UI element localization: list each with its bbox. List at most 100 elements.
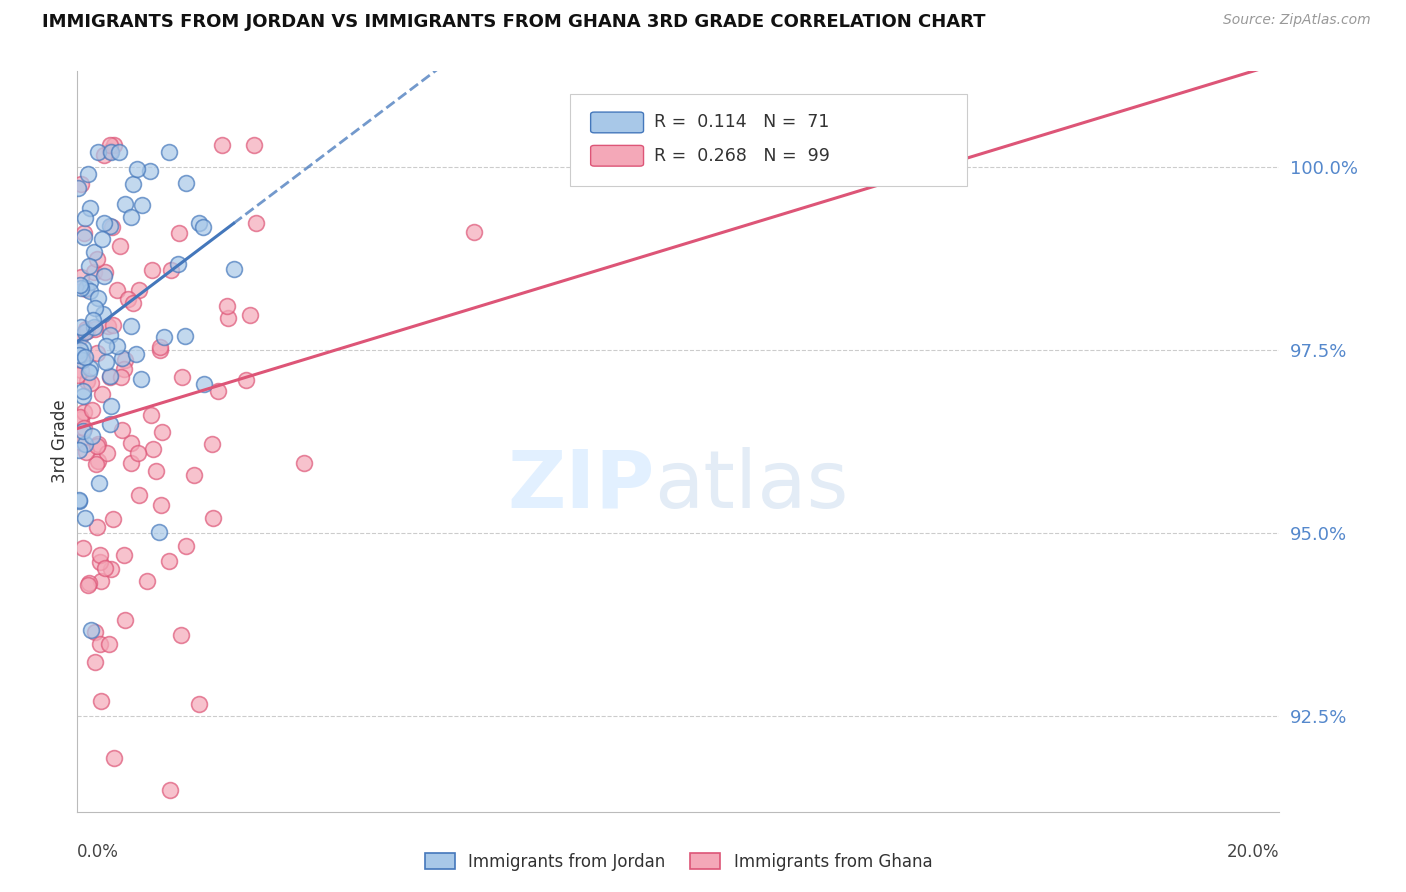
Point bbox=[239, 308, 262, 322]
Point bbox=[69, 320, 91, 334]
Point bbox=[463, 225, 485, 239]
Point bbox=[201, 510, 224, 524]
Point bbox=[80, 624, 103, 638]
Point bbox=[77, 167, 100, 181]
Point bbox=[125, 346, 148, 360]
Point bbox=[121, 295, 143, 310]
Point bbox=[89, 476, 111, 491]
Point bbox=[98, 137, 121, 152]
Point bbox=[70, 269, 93, 284]
Text: R =  0.268   N =  99: R = 0.268 N = 99 bbox=[654, 147, 830, 165]
Point bbox=[187, 697, 209, 711]
Point bbox=[145, 464, 167, 478]
Point bbox=[84, 655, 107, 669]
Point bbox=[87, 436, 110, 450]
Point bbox=[72, 389, 94, 403]
Point bbox=[83, 244, 105, 259]
Text: 0.0%: 0.0% bbox=[77, 843, 120, 861]
Point bbox=[94, 354, 117, 368]
Point bbox=[80, 376, 103, 390]
Point bbox=[90, 694, 112, 708]
Text: ZIP: ZIP bbox=[508, 447, 654, 525]
Point bbox=[73, 437, 96, 451]
Point bbox=[111, 423, 134, 437]
Point bbox=[97, 318, 120, 333]
Point bbox=[183, 467, 205, 482]
Point bbox=[98, 144, 121, 158]
Point bbox=[75, 322, 97, 336]
Point bbox=[98, 369, 121, 384]
Point bbox=[75, 282, 97, 296]
Point bbox=[167, 226, 190, 240]
Point bbox=[77, 575, 100, 590]
Point bbox=[83, 320, 105, 334]
Point bbox=[105, 283, 128, 297]
Point bbox=[218, 310, 240, 325]
Point bbox=[100, 219, 122, 234]
Point bbox=[112, 548, 135, 562]
Point bbox=[139, 408, 162, 422]
Point bbox=[93, 147, 115, 161]
Point bbox=[76, 374, 98, 388]
Point bbox=[120, 435, 142, 450]
Point bbox=[170, 628, 193, 642]
Point bbox=[87, 291, 110, 305]
Point bbox=[90, 574, 112, 589]
Point bbox=[77, 578, 100, 592]
Point bbox=[141, 263, 163, 277]
Point bbox=[79, 360, 101, 375]
Point bbox=[76, 324, 98, 338]
Point bbox=[100, 399, 122, 413]
Point bbox=[84, 301, 107, 315]
Point bbox=[103, 750, 125, 764]
Point bbox=[125, 162, 148, 177]
Point bbox=[222, 262, 245, 277]
Point bbox=[148, 340, 170, 354]
Point bbox=[101, 318, 124, 332]
Point bbox=[98, 219, 121, 233]
Point bbox=[103, 137, 125, 152]
Point bbox=[82, 312, 104, 326]
Point bbox=[114, 613, 136, 627]
Point bbox=[80, 429, 103, 443]
Point bbox=[75, 211, 97, 225]
Point bbox=[89, 637, 111, 651]
Point bbox=[84, 624, 107, 639]
Point bbox=[82, 403, 104, 417]
Point bbox=[120, 210, 142, 224]
Point bbox=[174, 176, 197, 190]
Point bbox=[67, 492, 90, 507]
Text: atlas: atlas bbox=[654, 447, 849, 525]
Point bbox=[173, 329, 195, 343]
Point bbox=[72, 541, 94, 555]
Point bbox=[86, 438, 108, 452]
Point bbox=[72, 425, 94, 439]
Point bbox=[79, 201, 101, 215]
Point bbox=[100, 327, 122, 342]
Point bbox=[101, 512, 124, 526]
Point bbox=[67, 181, 90, 195]
Point bbox=[148, 524, 170, 539]
Point bbox=[96, 446, 118, 460]
Point bbox=[111, 351, 134, 365]
Point bbox=[114, 197, 136, 211]
Point bbox=[153, 330, 176, 344]
Point bbox=[98, 417, 121, 431]
Point bbox=[69, 330, 91, 344]
Point bbox=[243, 137, 266, 152]
Point bbox=[157, 554, 180, 568]
Point bbox=[73, 230, 96, 244]
Point bbox=[72, 384, 94, 398]
Point bbox=[67, 443, 90, 458]
Point bbox=[73, 325, 96, 339]
Point bbox=[112, 362, 135, 376]
Point bbox=[86, 519, 108, 533]
Point bbox=[77, 259, 100, 273]
Point bbox=[245, 216, 267, 230]
Point bbox=[215, 299, 238, 313]
Point bbox=[201, 437, 224, 451]
Point bbox=[207, 384, 229, 399]
Point bbox=[108, 145, 131, 159]
Point bbox=[120, 456, 142, 470]
FancyBboxPatch shape bbox=[571, 94, 967, 186]
